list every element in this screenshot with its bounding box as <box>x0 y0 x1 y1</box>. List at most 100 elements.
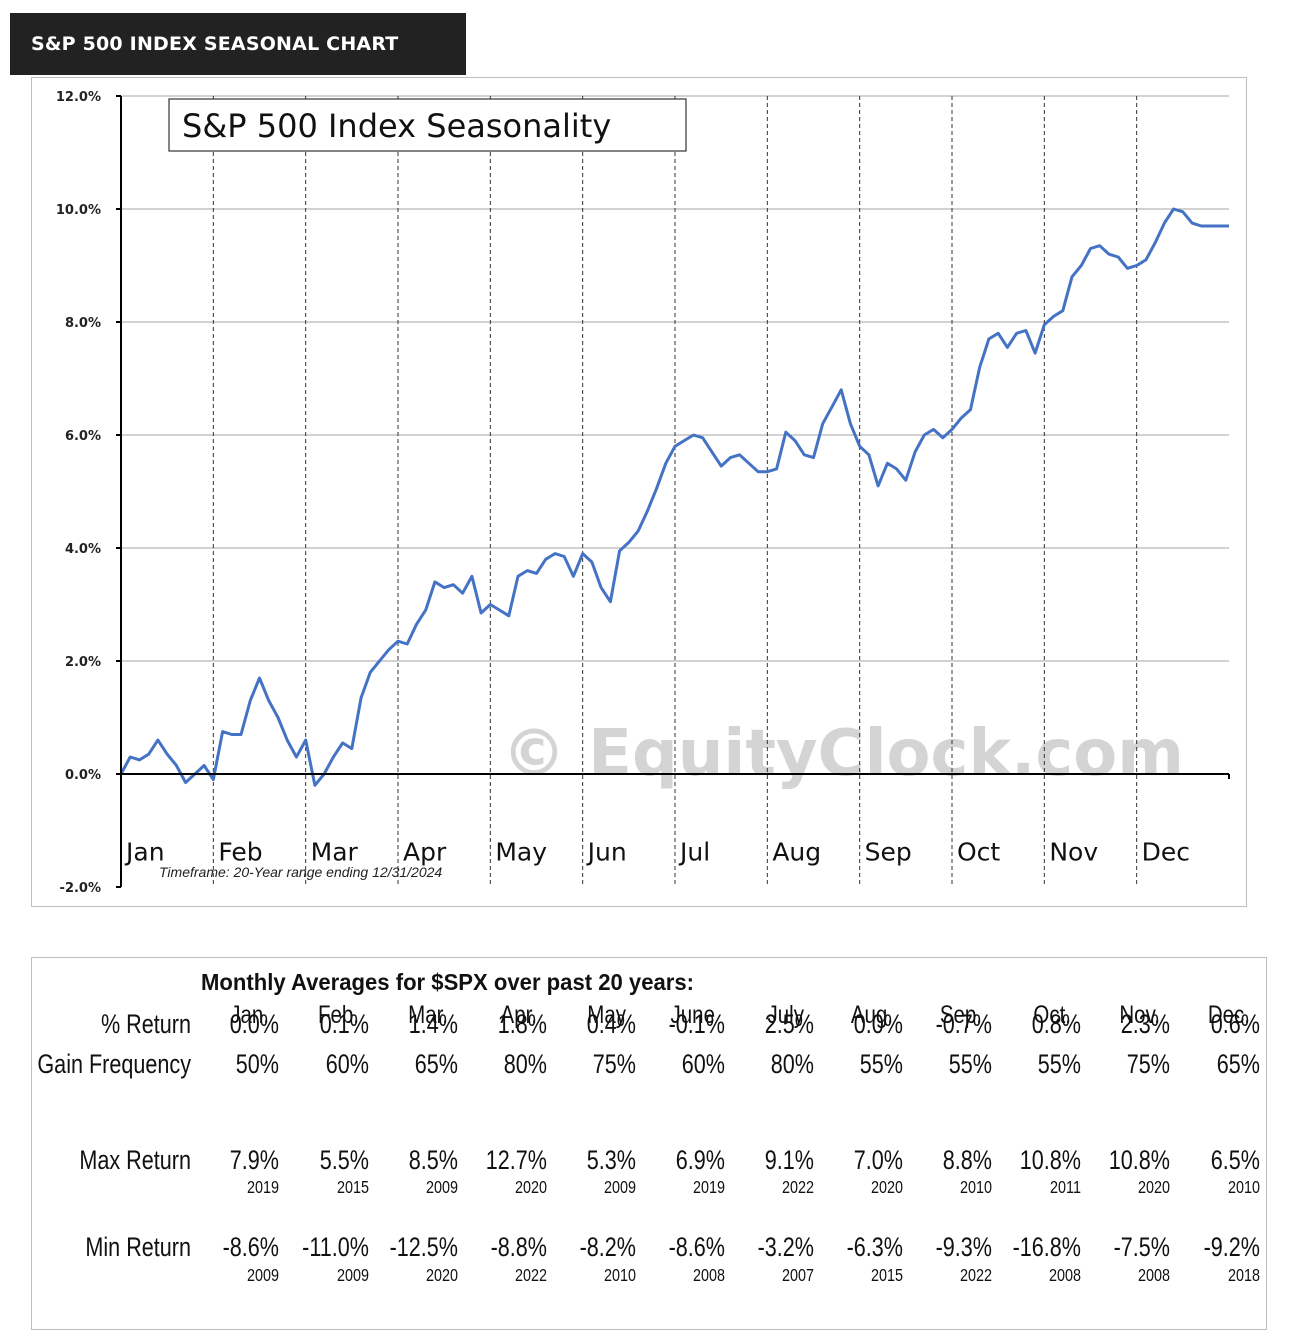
table-year: 2019 <box>247 1178 279 1198</box>
table-cell: 10.8% <box>1109 1146 1170 1176</box>
table-year: 2020 <box>871 1178 903 1198</box>
table-cell: 0.0% <box>230 1010 279 1040</box>
row-label: Min Return <box>85 1233 191 1263</box>
table-year: 2015 <box>871 1266 903 1286</box>
month-label: Sep <box>865 837 912 866</box>
header-title: S&P 500 INDEX SEASONAL CHART <box>31 33 399 55</box>
table-year: 2010 <box>604 1266 636 1286</box>
page-header: S&P 500 INDEX SEASONAL CHART <box>10 13 466 75</box>
month-header: Aug. <box>851 1000 893 1028</box>
table-cell: -0.7% <box>936 1010 992 1040</box>
table-cell: 1.4% <box>409 1010 458 1040</box>
table-cell: 75% <box>1127 1050 1170 1080</box>
table-cell: 55% <box>860 1050 903 1080</box>
row-label: % Return <box>101 1010 191 1040</box>
table-cell: 60% <box>682 1050 725 1080</box>
table-cell: -8.8% <box>491 1233 547 1263</box>
month-label: Jan <box>124 837 165 866</box>
month-label: May <box>495 837 547 866</box>
month-header: Apr. <box>501 1000 537 1028</box>
month-header: Nov. <box>1119 1000 1160 1028</box>
month-label: Nov <box>1049 837 1098 866</box>
table-cell: 80% <box>771 1050 814 1080</box>
table-year: 2008 <box>1138 1266 1170 1286</box>
month-label: Jul <box>678 837 710 866</box>
y-tick-label: 8.0% <box>65 316 101 331</box>
table-cell: -9.2% <box>1204 1233 1260 1263</box>
chart-title: S&P 500 Index Seasonality <box>182 107 611 145</box>
table-year: 2009 <box>247 1266 279 1286</box>
table-cell: 55% <box>949 1050 992 1080</box>
table-cell: -8.6% <box>223 1233 279 1263</box>
table-cell: 50% <box>236 1050 279 1080</box>
month-label: Jun <box>586 837 627 866</box>
timeframe-note: Timeframe: 20-Year range ending 12/31/20… <box>159 864 442 880</box>
table-cell: -11.0% <box>302 1233 369 1263</box>
table-cell: -7.5% <box>1114 1233 1170 1263</box>
table-cell: 5.3% <box>587 1146 636 1176</box>
table-cell: 65% <box>415 1050 458 1080</box>
month-label: Aug <box>772 837 821 866</box>
table-cell: 0.6% <box>1211 1010 1260 1040</box>
month-header: Mar. <box>408 1000 448 1028</box>
table-cell: 55% <box>1038 1050 1081 1080</box>
month-label: Mar <box>311 837 359 866</box>
table-year: 2022 <box>782 1178 814 1198</box>
table-cell: 7.9% <box>230 1146 279 1176</box>
y-tick-label: -2.0% <box>60 881 101 896</box>
month-header: May <box>587 1000 626 1028</box>
table-year: 2009 <box>337 1266 369 1286</box>
table-cell: 8.5% <box>409 1146 458 1176</box>
month-label: Dec <box>1142 837 1190 866</box>
table-year: 2015 <box>337 1178 369 1198</box>
table-cell: 80% <box>504 1050 547 1080</box>
table-cell: 0.1% <box>320 1010 369 1040</box>
seasonality-chart: © EquityClock.com -2.0% 0.0% 2.0% 4.0% 6.0% 8… <box>56 90 1230 896</box>
chart-title-box <box>168 98 687 152</box>
table-cell: 1.8% <box>498 1010 547 1040</box>
y-tick-label: 2.0% <box>65 655 101 670</box>
month-header: Oct. <box>1033 1000 1071 1028</box>
table-year: 2009 <box>604 1178 636 1198</box>
table-year: 2010 <box>960 1178 992 1198</box>
table-cell: -8.6% <box>669 1233 725 1263</box>
table-cell: 2.5% <box>765 1010 814 1040</box>
table-cell: 6.9% <box>676 1146 725 1176</box>
table-cell: 12.7% <box>486 1146 547 1176</box>
month-header: Sep. <box>940 1000 982 1028</box>
table-cell: 60% <box>326 1050 369 1080</box>
chart-frame: © EquityClock.com -2.0% 0.0% 2.0% 4.0% 6.0% 8… <box>31 77 1247 907</box>
monthly-averages-table: Monthly Averages for $SPX over past 20 y… <box>31 957 1267 1330</box>
table-cell: 8.8% <box>943 1146 992 1176</box>
month-label: Oct <box>957 837 1000 866</box>
table-year: 2022 <box>960 1266 992 1286</box>
watermark: © EquityClock.com <box>502 717 1184 791</box>
y-tick-label: 10.0% <box>56 203 101 218</box>
y-tick-label: 6.0% <box>65 429 101 444</box>
table-cell: -3.2% <box>758 1233 814 1263</box>
table-year: 2020 <box>426 1266 458 1286</box>
table-year: 2008 <box>693 1266 725 1286</box>
table-cell: 5.5% <box>320 1146 369 1176</box>
month-header: July <box>768 1000 805 1028</box>
table-cell: -0.1% <box>669 1010 725 1040</box>
table-cell: 6.5% <box>1211 1146 1260 1176</box>
month-header: June <box>671 1000 715 1028</box>
table-cell: 75% <box>593 1050 636 1080</box>
month-header: Dec. <box>1208 1000 1250 1028</box>
table-cell: 65% <box>1217 1050 1260 1080</box>
table-year: 2009 <box>426 1178 458 1198</box>
table-cell: -9.3% <box>936 1233 992 1263</box>
table-year: 2008 <box>1049 1266 1081 1286</box>
table-cell: 0.0% <box>854 1010 903 1040</box>
y-tick-label: 0.0% <box>65 768 101 783</box>
table-cell: -6.3% <box>847 1233 903 1263</box>
month-header: Jan. <box>230 1000 269 1028</box>
table-year: 2010 <box>1228 1178 1260 1198</box>
table-cell: 2.3% <box>1121 1010 1170 1040</box>
table-year: 2007 <box>782 1266 814 1286</box>
row-label: Gain Frequency <box>37 1050 191 1080</box>
table-year: 2011 <box>1050 1178 1081 1198</box>
row-label: Max Return <box>79 1146 191 1176</box>
month-label: Apr <box>403 837 447 866</box>
